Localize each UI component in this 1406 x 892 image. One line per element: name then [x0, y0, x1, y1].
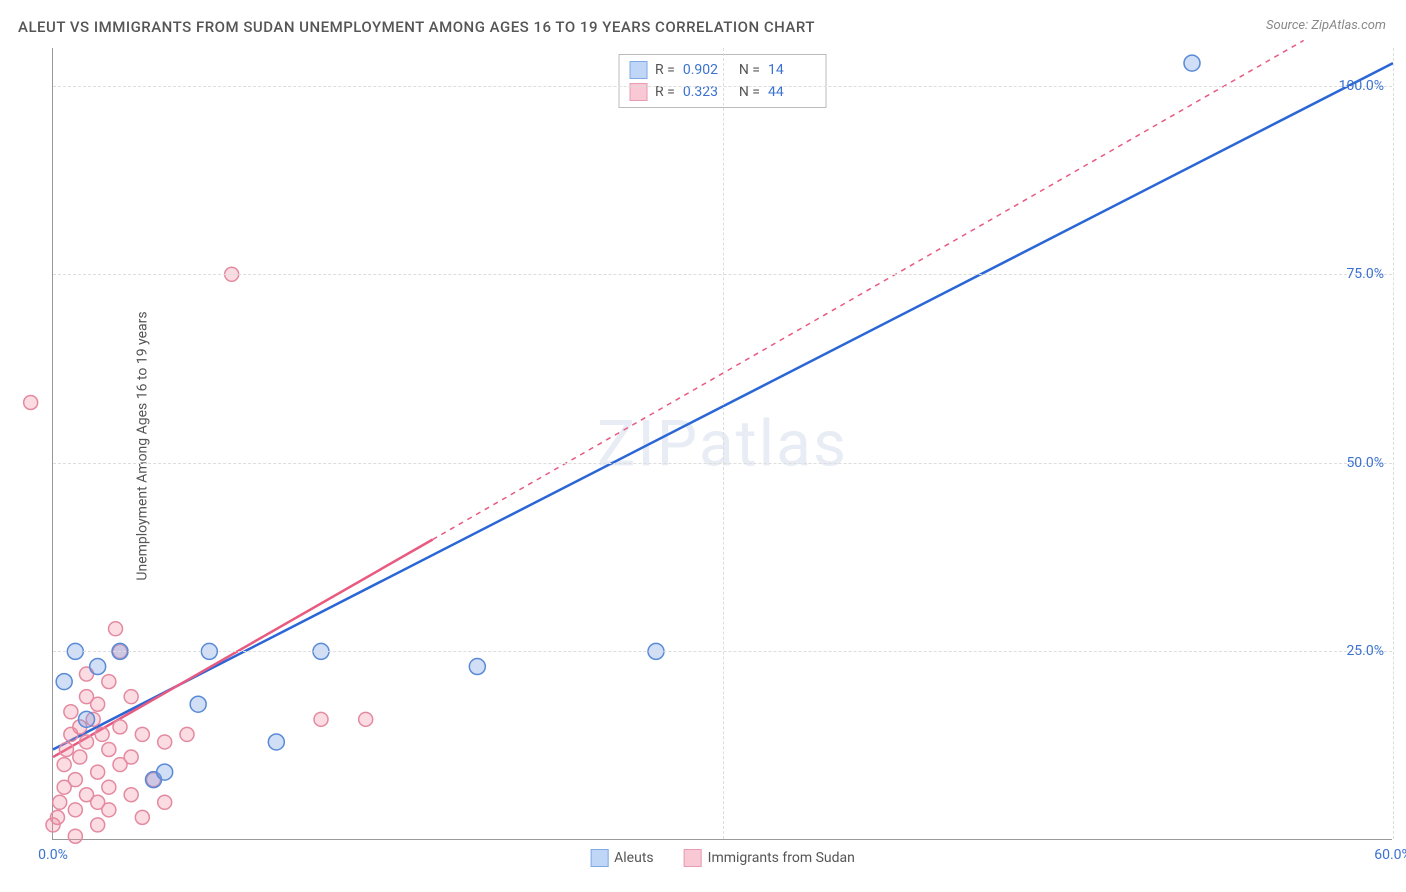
y-tick-label: 50.0%	[1346, 455, 1384, 471]
legend-item-aleuts: Aleuts	[590, 849, 653, 867]
legend-swatch-sudan	[684, 849, 702, 867]
legend-label: Aleuts	[614, 850, 653, 866]
y-tick-label: 25.0%	[1346, 643, 1384, 659]
chart-area: ZIPatlas R = 0.902 N = 14 R = 0.323 N = …	[52, 48, 1392, 840]
legend-item-sudan: Immigrants from Sudan	[684, 849, 855, 867]
chart-title: ALEUT VS IMMIGRANTS FROM SUDAN UNEMPLOYM…	[18, 18, 815, 36]
x-tick-label: 60.0%	[1374, 847, 1406, 863]
legend-swatch-aleuts	[590, 849, 608, 867]
y-tick-label: 75.0%	[1346, 266, 1384, 282]
source-attribution: Source: ZipAtlas.com	[1266, 18, 1386, 33]
legend-label: Immigrants from Sudan	[708, 850, 855, 866]
series-legend: Aleuts Immigrants from Sudan	[590, 849, 855, 867]
x-tick-label: 0.0%	[38, 847, 68, 863]
y-tick-label: 100.0%	[1339, 78, 1384, 94]
